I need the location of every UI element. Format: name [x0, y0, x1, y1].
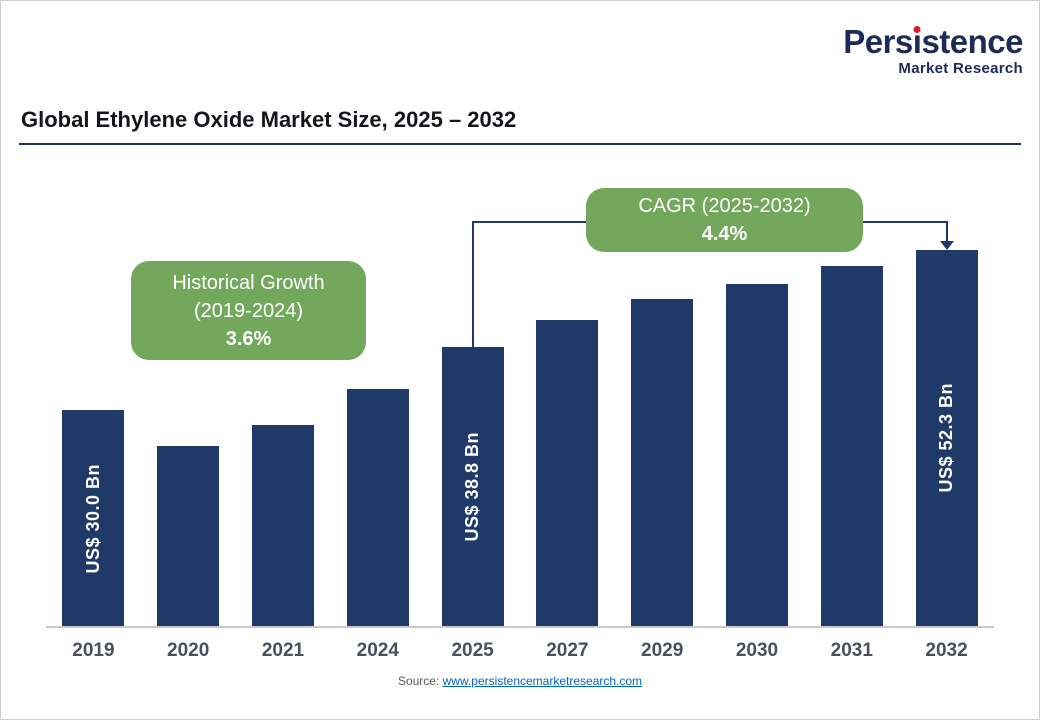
cagr-line1: CAGR (2025-2032)	[638, 195, 811, 218]
bar-2025: US$ 38.8 Bn	[441, 347, 504, 627]
logo-text-post: stence	[921, 23, 1023, 60]
source-label: Source:	[397, 674, 443, 689]
bar-value-label: US$ 30.0 Bn	[82, 463, 103, 574]
bar-chart: US$ 30.0 Bn US$ 38.8 Bn US$ 52.3 Bn 2019 20…	[46, 173, 994, 662]
bar-2024	[346, 388, 409, 627]
bar-column-2019: US$ 30.0 Bn	[46, 410, 141, 627]
source-link[interactable]: www.persistencemarketresearch.com	[442, 674, 643, 689]
title-underline	[19, 143, 1021, 146]
bar-2031	[820, 266, 883, 627]
historical-growth-line1: Historical Growth	[172, 271, 325, 294]
bar-column-2027	[520, 320, 615, 627]
bar-column-2024	[330, 388, 425, 627]
bar-2021	[251, 424, 314, 627]
brand-logo: Persıstence Market Research	[843, 25, 1023, 76]
logo-i-red-dot-icon: ı	[913, 25, 922, 58]
bar-2032: US$ 52.3 Bn	[915, 249, 978, 627]
x-axis-label-2021: 2021	[261, 640, 305, 662]
cagr-connector-left-line	[471, 221, 474, 348]
cagr-arrow-down-icon	[939, 240, 954, 250]
bar-column-2029	[615, 298, 710, 627]
bar-value-label-wrap: US$ 52.3 Bn	[916, 250, 978, 627]
plot-area: US$ 30.0 Bn US$ 38.8 Bn US$ 52.3 Bn	[46, 173, 994, 629]
bar-2029	[631, 298, 694, 627]
bar-2027	[536, 320, 599, 627]
logo-wordmark: Persıstence	[843, 25, 1023, 58]
logo-subtitle: Market Research	[898, 60, 1023, 77]
x-axis-label-2024: 2024	[356, 640, 399, 662]
historical-growth-value: 3.6%	[225, 327, 272, 350]
x-axis-label-2020: 2020	[167, 640, 210, 662]
historical-growth-line2: (2019-2024)	[194, 299, 303, 322]
bar-column-2020	[141, 446, 236, 627]
logo-text-i: ı	[912, 23, 922, 60]
logo-text-pre: Pers	[843, 23, 913, 60]
page-title: Global Ethylene Oxide Market Size, 2025 …	[21, 107, 517, 132]
bar-column-2030	[710, 284, 805, 627]
bar-value-label-wrap: US$ 30.0 Bn	[62, 410, 124, 626]
x-axis-label-2031: 2031	[830, 640, 873, 662]
x-axis-labels: 2019 2020 2021 2024 2025 2027 2029 2030 2031 2032	[46, 628, 994, 662]
cagr-connector-right-line	[945, 221, 948, 242]
x-axis-label-2032: 2032	[925, 640, 968, 662]
x-axis-label-2030: 2030	[735, 640, 779, 662]
bar-value-label: US$ 38.8 Bn	[462, 431, 483, 542]
historical-growth-callout: Historical Growth (2019-2024) 3.6%	[131, 261, 366, 361]
bar-column-2031	[804, 266, 899, 627]
cagr-value: 4.4%	[701, 223, 748, 246]
bar-value-label: US$ 52.3 Bn	[936, 383, 957, 493]
bar-column-2032: US$ 52.3 Bn	[899, 249, 994, 627]
x-axis-label-2019: 2019	[72, 640, 115, 662]
cagr-callout: CAGR (2025-2032) 4.4%	[586, 188, 863, 253]
bar-column-2021	[236, 424, 331, 627]
bar-column-2025: US$ 38.8 Bn	[425, 347, 520, 627]
bar-2020	[157, 446, 220, 627]
x-axis-label-2027: 2027	[546, 640, 589, 662]
source-line: Source: www.persistencemarketresearch.co…	[1, 674, 1039, 688]
bar-2019: US$ 30.0 Bn	[62, 410, 125, 627]
x-axis-label-2029: 2029	[641, 640, 684, 662]
bar-2030	[725, 284, 788, 627]
bar-value-label-wrap: US$ 38.8 Bn	[442, 347, 504, 626]
x-axis-label-2025: 2025	[451, 640, 494, 662]
